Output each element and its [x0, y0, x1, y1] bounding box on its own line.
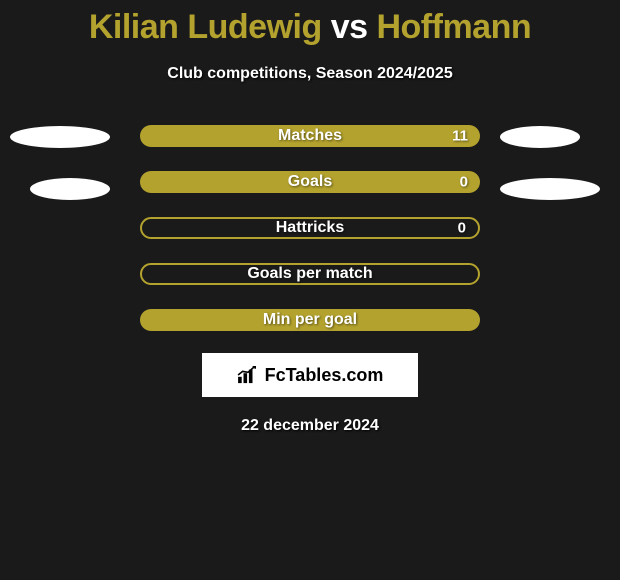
stat-bar-label: Min per goal [140, 311, 480, 329]
title-player1: Kilian Ludewig [89, 8, 322, 46]
decorative-ellipse [500, 126, 580, 148]
stat-bar-value: 0 [460, 174, 468, 191]
stat-bar: Goals per match [140, 263, 480, 285]
stat-bar-label: Goals [140, 173, 480, 191]
date-line: 22 december 2024 [0, 417, 620, 435]
stat-bar-label: Goals per match [142, 265, 478, 283]
stat-bar: Hattricks0 [140, 217, 480, 239]
stat-bar-label: Matches [140, 127, 480, 145]
stat-bar-value: 11 [452, 128, 468, 145]
title-player2: Hoffmann [376, 8, 531, 46]
stat-bar-label: Hattricks [142, 219, 478, 237]
stat-bars: Matches11Goals0Hattricks0Goals per match… [0, 125, 620, 331]
title-vs: vs [322, 8, 377, 46]
comparison-infographic: Kilian Ludewig vs Hoffmann Club competit… [0, 0, 620, 580]
stat-bar: Goals0 [140, 171, 480, 193]
page-title: Kilian Ludewig vs Hoffmann [0, 0, 620, 47]
bars-icon [237, 366, 259, 384]
subtitle: Club competitions, Season 2024/2025 [0, 65, 620, 83]
logo-text: FcTables.com [265, 365, 384, 386]
decorative-ellipse [30, 178, 110, 200]
stat-bar: Matches11 [140, 125, 480, 147]
logo-box: FcTables.com [202, 353, 418, 397]
stat-bar-value: 0 [458, 220, 466, 237]
stat-bar: Min per goal [140, 309, 480, 331]
decorative-ellipse [500, 178, 600, 200]
decorative-ellipse [10, 126, 110, 148]
